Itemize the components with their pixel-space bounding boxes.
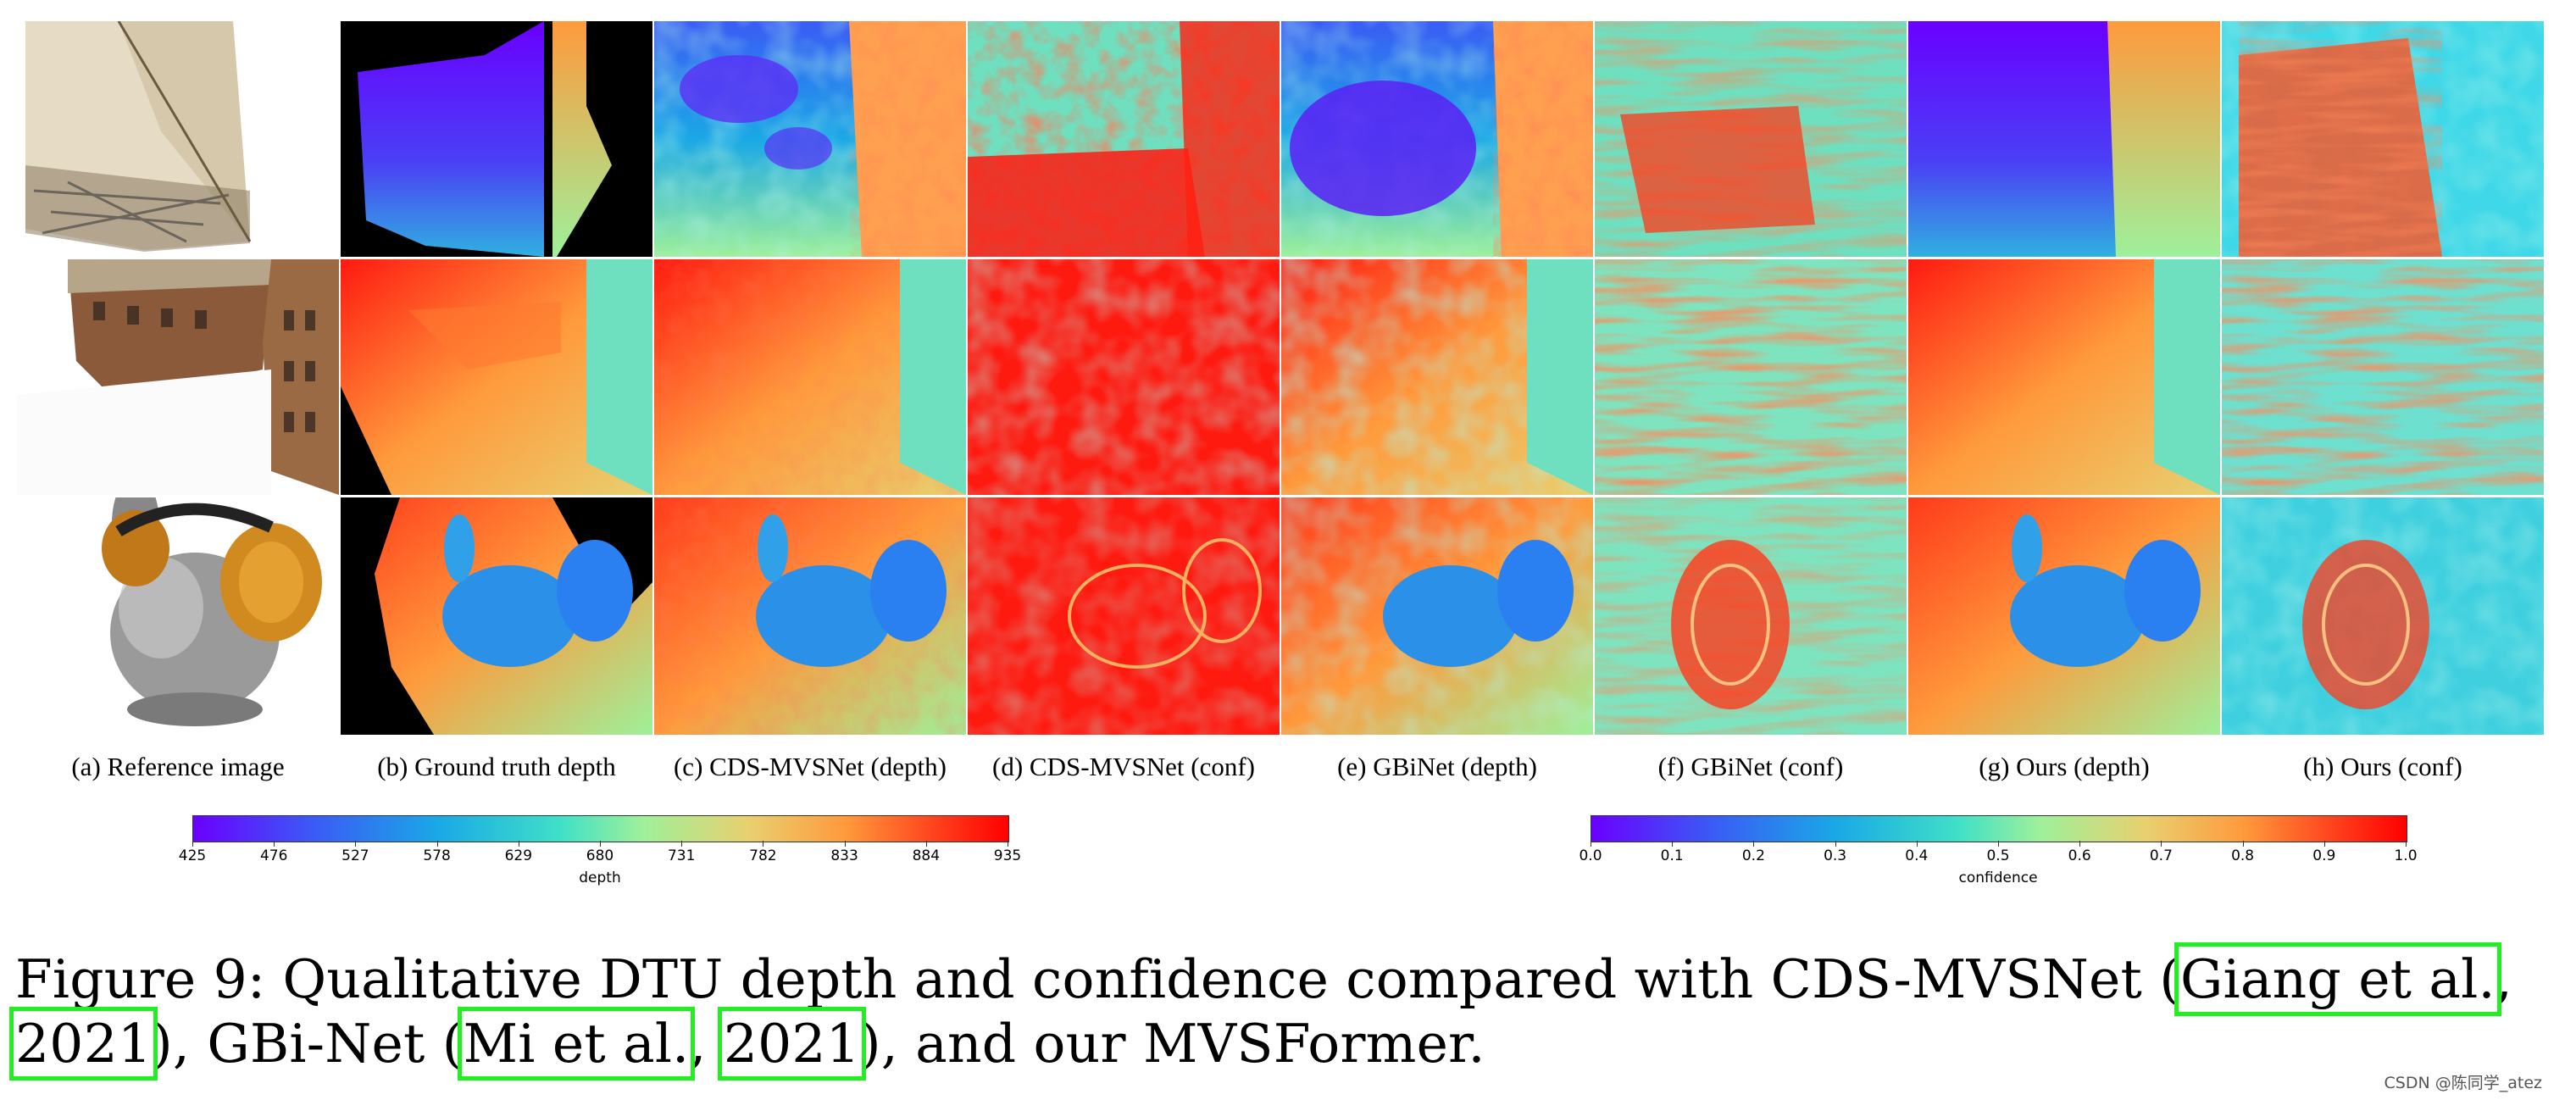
depth-colorbar-tick-mark bbox=[681, 841, 683, 847]
confidence-colorbar-tick-label: 0.9 bbox=[2312, 847, 2336, 864]
confidence-colorbar-tick-mark bbox=[1998, 841, 1999, 847]
column-label-b: (b) Ground truth depth bbox=[377, 752, 616, 781]
depth-colorbar-tick-label: 629 bbox=[504, 847, 533, 864]
depth-colorbar-tick-label: 680 bbox=[586, 847, 614, 864]
depth-colorbar-tick-label: 476 bbox=[259, 847, 288, 864]
watermark: CSDN @陈同学_atez bbox=[2384, 1074, 2542, 1092]
confidence-colorbar-tick-mark bbox=[2079, 841, 2081, 847]
confidence-colorbar-label: confidence bbox=[1958, 869, 2038, 886]
confidence-colorbar-tick-mark bbox=[1835, 841, 1836, 847]
column-label-g: (g) Ours (depth) bbox=[1979, 752, 2150, 781]
ours-depth-row3 bbox=[1908, 497, 2220, 735]
depth-colorbar-tick-label: 884 bbox=[912, 847, 941, 864]
confidence-colorbar-tick-mark bbox=[1916, 841, 1918, 847]
confidence-colorbar-tick-mark bbox=[2242, 841, 2244, 847]
caption-suffix: ), and our MVSFormer. bbox=[860, 1013, 1485, 1075]
depth-colorbar-tick-label: 731 bbox=[667, 847, 696, 864]
depth-colorbar-tick-mark bbox=[600, 841, 601, 847]
cds-depth-row1 bbox=[654, 21, 966, 257]
citation-giang-author[interactable]: Giang et al. bbox=[2174, 942, 2501, 1016]
column-label-h: (h) Ours (conf) bbox=[2303, 752, 2462, 781]
reference-image-row3 bbox=[17, 497, 339, 735]
reference-image-row2 bbox=[17, 259, 339, 495]
column-label-f: (f) GBiNet (conf) bbox=[1657, 752, 1844, 781]
citation-giang-year[interactable]: 2021 bbox=[8, 1007, 158, 1081]
gt-depth-row2 bbox=[341, 259, 652, 495]
depth-colorbar-label: depth bbox=[579, 869, 621, 886]
column-label-c: (c) CDS-MVSNet (depth) bbox=[673, 752, 947, 781]
gbinet-conf-row1 bbox=[1595, 21, 1907, 257]
depth-colorbar-tick-mark bbox=[844, 841, 846, 847]
cds-conf-row2 bbox=[968, 259, 1280, 495]
caption-mid: ), GBi-Net ( bbox=[152, 1013, 464, 1075]
depth-colorbar-tick-label: 782 bbox=[749, 847, 777, 864]
cds-conf-row1 bbox=[968, 21, 1280, 257]
confidence-colorbar-tick-mark bbox=[2406, 841, 2407, 847]
gbinet-conf-row2 bbox=[1595, 259, 1907, 495]
cds-conf-row3 bbox=[968, 497, 1280, 735]
column-label-a: (a) Reference image bbox=[71, 752, 285, 781]
gbinet-depth-row2 bbox=[1281, 259, 1593, 495]
depth-colorbar-tick-mark bbox=[192, 841, 193, 847]
confidence-colorbar-tick-label: 0.8 bbox=[2231, 847, 2255, 864]
depth-colorbar bbox=[192, 815, 1009, 842]
depth-colorbar-tick-label: 833 bbox=[830, 847, 858, 864]
confidence-colorbar-tick-mark bbox=[1672, 841, 1674, 847]
gbinet-depth-row3 bbox=[1281, 497, 1593, 735]
cds-depth-row3 bbox=[654, 497, 966, 735]
depth-colorbar-tick-mark bbox=[274, 841, 275, 847]
reference-image-row1 bbox=[17, 21, 339, 257]
gt-depth-row3 bbox=[341, 497, 652, 735]
ours-depth-row2 bbox=[1908, 259, 2220, 495]
confidence-colorbar-tick-mark bbox=[2161, 841, 2162, 847]
citation-mi-year[interactable]: 2021 bbox=[717, 1007, 867, 1081]
depth-colorbar-tick-label: 527 bbox=[341, 847, 369, 864]
confidence-colorbar-tick-label: 0.7 bbox=[2149, 847, 2173, 864]
depth-colorbar-tick-mark bbox=[355, 841, 357, 847]
gt-depth-row1 bbox=[341, 21, 652, 257]
depth-colorbar-tick-mark bbox=[436, 841, 438, 847]
confidence-colorbar bbox=[1591, 815, 2407, 842]
confidence-colorbar-tick-label: 1.0 bbox=[2394, 847, 2418, 864]
depth-colorbar-tick-label: 578 bbox=[423, 847, 451, 864]
caption-sep2: , bbox=[689, 1013, 724, 1075]
column-label-d: (d) CDS-MVSNet (conf) bbox=[992, 752, 1255, 781]
cds-depth-row2 bbox=[654, 259, 966, 495]
confidence-colorbar-tick-mark bbox=[2323, 841, 2325, 847]
confidence-colorbar-tick-label: 0.2 bbox=[1741, 847, 1765, 864]
confidence-colorbar-tick-label: 0.4 bbox=[1905, 847, 1929, 864]
confidence-colorbar-tick-label: 0.5 bbox=[1986, 847, 2010, 864]
gbinet-depth-row1 bbox=[1281, 21, 1593, 257]
confidence-colorbar-tick-label: 0.6 bbox=[2068, 847, 2091, 864]
caption-sep1: , bbox=[2495, 948, 2512, 1010]
ours-conf-row1 bbox=[2222, 21, 2544, 257]
confidence-colorbar-tick-label: 0.3 bbox=[1824, 847, 1847, 864]
citation-mi-author[interactable]: Mi et al. bbox=[457, 1007, 696, 1081]
confidence-colorbar-tick-label: 0.1 bbox=[1660, 847, 1684, 864]
caption-prefix: Figure 9: Qualitative DTU depth and conf… bbox=[15, 948, 2181, 1010]
depth-colorbar-tick-label: 935 bbox=[993, 847, 1022, 864]
ours-conf-row3 bbox=[2222, 497, 2544, 735]
column-label-e: (e) GBiNet (depth) bbox=[1337, 752, 1537, 781]
confidence-colorbar-tick-label: 0.0 bbox=[1579, 847, 1602, 864]
figure-caption: Figure 9: Qualitative DTU depth and conf… bbox=[8, 942, 2566, 1081]
ours-depth-row1 bbox=[1908, 21, 2220, 257]
ours-conf-row2 bbox=[2222, 259, 2544, 495]
depth-colorbar-tick-mark bbox=[925, 841, 927, 847]
confidence-colorbar-tick-mark bbox=[1753, 841, 1755, 847]
depth-colorbar-tick-label: 425 bbox=[178, 847, 207, 864]
gbinet-conf-row3 bbox=[1595, 497, 1907, 735]
